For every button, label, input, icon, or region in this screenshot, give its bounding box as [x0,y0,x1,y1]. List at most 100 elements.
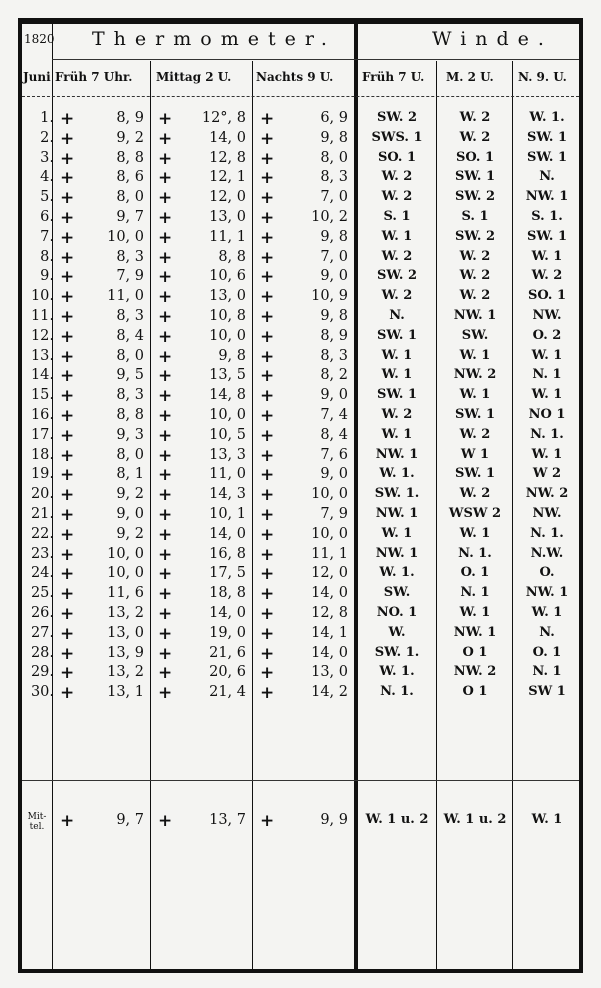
temperature-value: 9, 0 [320,387,348,404]
temperature-value: 21, 6 [209,644,246,661]
wind-value: O. 1 [532,644,562,660]
table-row: 4. +8, 6 +12, 1 +8, 3 W. 2 SW. 1 N. [22,169,579,189]
table-row: 8. +8, 3 +8, 8 +7, 0 W. 2 W. 2 W. 1 [22,249,579,269]
plus-sign: + [260,465,275,486]
temperature-value: 7, 4 [320,407,348,423]
plus-sign: + [158,227,173,248]
wind-value: O 1 [462,644,488,660]
temperature-value: 10, 2 [311,209,348,225]
wind-value: O. 1 [460,565,490,581]
plus-sign: + [158,683,173,704]
thermometer-heading: Thermometer. [92,28,336,50]
plus-sign: + [260,168,275,189]
wind-value: W. 2 [459,129,491,145]
plus-sign: + [260,445,275,466]
temperature-value: 8, 8 [116,149,144,166]
temperature-value: 13, 0 [209,288,246,305]
plus-sign: + [60,267,75,288]
temperature-value: 8, 4 [320,426,348,443]
day-number: 13. [30,347,54,364]
plus-sign: + [260,811,275,831]
wind-value: W. 2 [459,110,491,125]
plus-sign: + [260,584,275,605]
plus-sign: + [158,188,173,209]
table-row: 16. +8, 8 +10, 0 +7, 4 W. 2 SW. 1 NO 1 [22,407,579,427]
table-row: 3. +8, 8 +12, 8 +8, 0 SO. 1 SO. 1 SW. 1 [22,150,579,170]
col-mittag-wind: M. 2 U. [446,70,494,84]
wind-value: W. 1 [381,367,413,383]
column-divider [512,61,513,969]
plus-sign: + [260,326,275,347]
mittel-label: Mit-tel. [27,812,47,832]
wind-value: W. 1 [381,525,413,541]
wind-value: WSW 2 [448,506,502,521]
table-row: 27. +13, 0 +19, 0 +14, 1 W. NW. 1 N. [22,625,579,645]
wind-value: SW. 1. [374,486,420,502]
plus-sign: + [260,188,275,209]
plus-sign: + [260,109,275,129]
temperature-value: 9, 0 [320,268,348,285]
wind-value: NW. 1 [525,189,569,205]
day-number: 5. [40,189,54,206]
wind-value: N. [389,308,405,323]
wind-value: W. 1. [379,565,415,581]
temperature-value: 14, 8 [209,387,246,404]
wind-value: W. 2 [381,189,413,205]
temperature-value: 8, 9 [320,327,348,344]
wind-value: SWS. 1 [371,129,423,145]
column-divider [52,24,53,969]
mittel-row: Mit-tel. + 9, 7 + 13, 7 + 9, 9 W. 1 u. 2… [22,812,579,832]
wind-value: N. 1 [532,664,562,680]
temperature-value: 13, 2 [107,605,144,621]
wind-value: W. 1 [459,387,491,403]
plus-sign: + [260,247,275,268]
plus-sign: + [158,445,173,466]
temperature-value: 9, 8 [320,129,348,146]
temperature-value: 13, 1 [107,684,144,701]
temperature-value: 8, 3 [116,248,144,265]
temperature-value: 9, 7 [116,209,144,225]
plus-sign: + [60,811,75,831]
temperature-value: 8, 0 [116,347,144,364]
temperature-value: 8, 6 [116,169,144,186]
temperature-value: 13, 2 [107,664,144,681]
wind-value: NW. 1 [375,446,419,462]
temperature-value: 8, 3 [116,308,144,324]
temperature-value: 9, 3 [116,426,144,443]
plus-sign: + [158,584,173,605]
day-number: 26. [30,605,54,621]
plus-sign: + [260,287,275,308]
temperature-value: 13, 9 [107,644,144,661]
wind-value: NW. [532,308,562,323]
wind-value: SW. [383,585,411,601]
wind-value: S. 1 [383,209,411,224]
wind-value: N. 1. [530,525,564,541]
plus-sign: + [158,544,173,565]
wind-value: W. 1 [459,605,491,620]
wind-value: O 1 [462,684,488,700]
wind-value: W. 1. [379,466,415,482]
temperature-value: 7, 9 [320,506,348,522]
temperature-value: 13, 0 [107,624,144,641]
plus-sign: + [260,267,275,288]
temperature-value: 8, 0 [116,446,144,463]
plus-sign: + [158,247,173,268]
temperature-value: 8, 3 [320,347,348,364]
day-number: 9. [40,268,54,285]
col-nachts-temp: Nachts 9 U. [256,70,334,84]
column-divider [436,61,437,969]
day-number: 21. [30,506,54,522]
day-number: 1. [40,110,54,126]
wind-value: SW. 2 [454,228,496,244]
temperature-value: 10, 5 [209,426,246,443]
plus-sign: + [260,406,275,426]
table-row: 9. +7, 9 +10, 6 +9, 0 SW. 2 W. 2 W. 2 [22,268,579,288]
wind-value: N. [539,169,555,185]
plus-sign: + [260,623,275,644]
temperature-value: 14, 0 [209,525,246,542]
temperature-value: 16, 8 [209,545,246,562]
temperature-value: 18, 8 [209,585,246,602]
day-number: 19. [30,466,54,483]
wind-value: W. 2 [531,268,563,284]
plus-sign: + [60,109,75,129]
